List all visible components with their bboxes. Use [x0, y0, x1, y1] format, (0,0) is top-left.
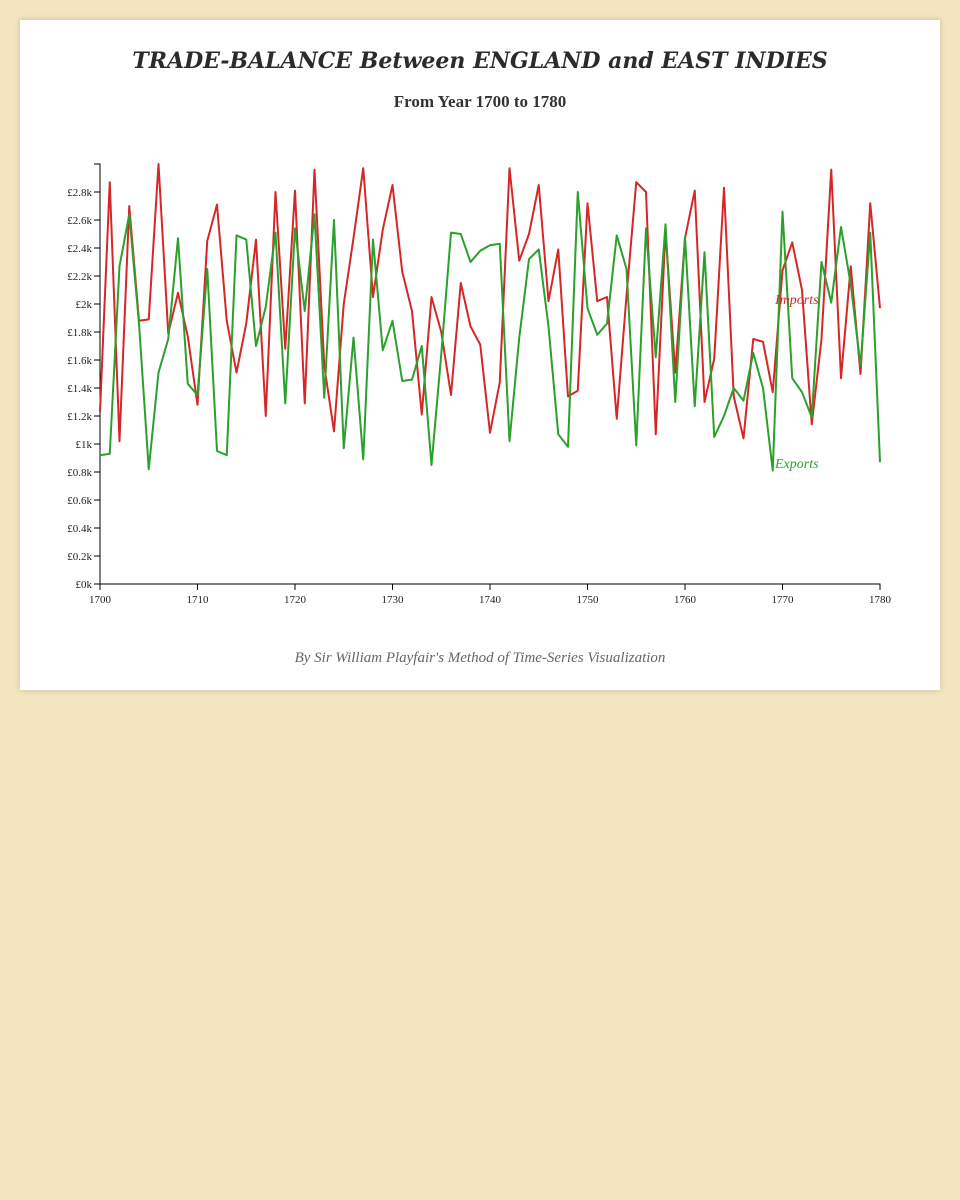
y-axis: £0k £0.2k £0.4k £0.6k £0.8k £1k £1.2k £1.4k £1.6…: [67, 163, 101, 591]
y-axis-line: [94, 163, 101, 585]
x-tick-label: 1780: [869, 594, 892, 606]
y-tick-label: £0.6k: [67, 495, 92, 507]
chart-card: TRADE-BALANCE Between ENGLAND and EAST I…: [20, 20, 940, 690]
x-tick-label: 1710: [187, 594, 210, 606]
y-tick-label: £0k: [76, 579, 93, 591]
line-chart: £0k £0.2k £0.4k £0.6k £0.8k £1k £1.2k £1.4k £1.6…: [67, 163, 892, 606]
x-axis: 1700 1710 1720 1730 1740 1750 1760 1770 1780: [89, 583, 892, 606]
x-tick-label: 1730: [382, 594, 405, 606]
chart-subtitle: From Year 1700 to 1780: [393, 92, 567, 111]
x-tick-label: 1720: [284, 594, 307, 606]
x-tick-label: 1700: [89, 594, 112, 606]
x-tick-label: 1740: [479, 594, 502, 606]
exports-line: [99, 191, 881, 472]
y-tick-label: £2.6k: [67, 215, 92, 227]
y-tick-label: £1k: [76, 439, 93, 451]
y-tick-label: £0.2k: [67, 551, 92, 563]
y-tick-label: £0.8k: [67, 467, 92, 479]
x-tick-label: 1770: [772, 594, 795, 606]
series-lines: [99, 163, 881, 472]
y-tick-label: £1.6k: [67, 355, 92, 367]
y-tick-label: £2.8k: [67, 187, 92, 199]
chart-caption: By Sir William Playfair's Method of Time…: [294, 650, 666, 666]
x-tick-label: 1750: [577, 594, 600, 606]
y-tick-label: £1.4k: [67, 383, 92, 395]
x-tick-label: 1760: [674, 594, 697, 606]
y-tick-label: £2.2k: [67, 271, 92, 283]
y-tick-label: £0.4k: [67, 523, 92, 535]
imports-line: [99, 163, 881, 443]
y-tick-label: £2k: [76, 299, 93, 311]
chart-title: TRADE-BALANCE Between ENGLAND and EAST I…: [132, 48, 828, 74]
imports-label: Imports: [774, 293, 819, 308]
series-labels: Imports Exports: [774, 293, 819, 472]
y-tick-label: £1.2k: [67, 411, 92, 423]
y-tick-label: £2.4k: [67, 243, 92, 255]
y-tick-label: £1.8k: [67, 327, 92, 339]
exports-label: Exports: [774, 457, 819, 472]
